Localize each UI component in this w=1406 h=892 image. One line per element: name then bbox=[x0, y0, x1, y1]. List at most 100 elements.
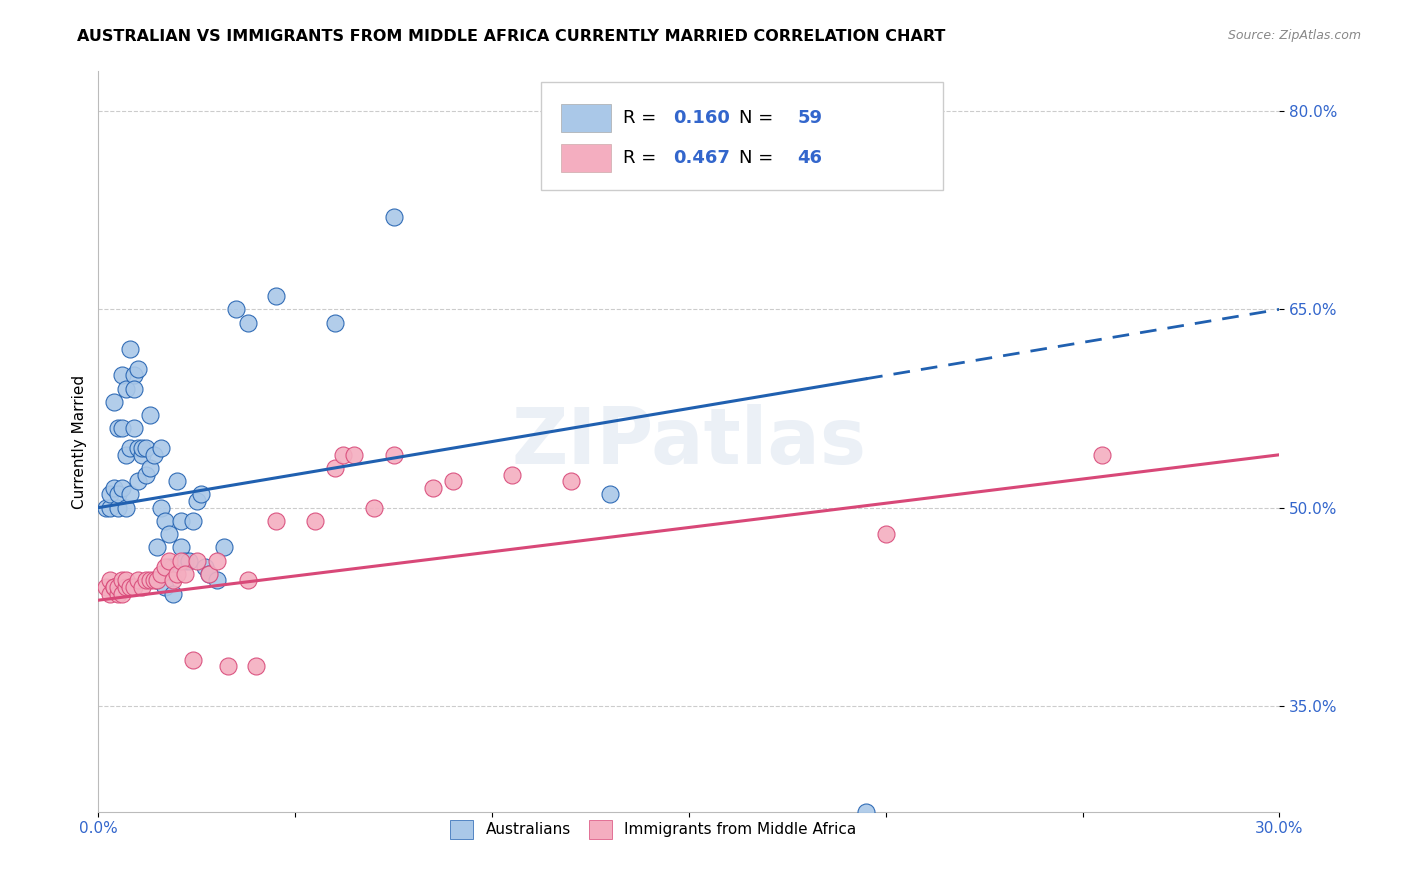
Point bbox=[157, 553, 180, 567]
Point bbox=[174, 553, 197, 567]
Point bbox=[170, 541, 193, 555]
Point bbox=[217, 659, 239, 673]
Point bbox=[111, 481, 134, 495]
Point bbox=[127, 361, 149, 376]
Text: R =: R = bbox=[623, 149, 662, 167]
Point bbox=[146, 574, 169, 588]
Point bbox=[157, 560, 180, 574]
Point bbox=[190, 487, 212, 501]
Point bbox=[122, 368, 145, 383]
FancyBboxPatch shape bbox=[561, 145, 612, 172]
Point bbox=[122, 421, 145, 435]
Point bbox=[155, 514, 177, 528]
Point bbox=[382, 210, 405, 224]
Point bbox=[118, 342, 141, 356]
Point bbox=[186, 494, 208, 508]
Point bbox=[107, 580, 129, 594]
Point bbox=[236, 316, 259, 330]
Point bbox=[135, 574, 157, 588]
Point bbox=[96, 580, 118, 594]
Point bbox=[107, 421, 129, 435]
Point bbox=[162, 560, 184, 574]
Point bbox=[127, 574, 149, 588]
Point bbox=[118, 580, 141, 594]
Point bbox=[194, 560, 217, 574]
Point bbox=[96, 500, 118, 515]
Point bbox=[177, 553, 200, 567]
Point bbox=[264, 289, 287, 303]
Text: N =: N = bbox=[738, 109, 779, 128]
Point bbox=[599, 487, 621, 501]
Point bbox=[115, 382, 138, 396]
Point bbox=[382, 448, 405, 462]
Point bbox=[118, 487, 141, 501]
Point bbox=[181, 514, 204, 528]
Point bbox=[150, 441, 173, 455]
Point bbox=[127, 474, 149, 488]
Point bbox=[98, 586, 121, 600]
Point bbox=[98, 487, 121, 501]
Point bbox=[363, 500, 385, 515]
Point bbox=[115, 500, 138, 515]
Point bbox=[264, 514, 287, 528]
Text: 59: 59 bbox=[797, 109, 823, 128]
Text: 0.160: 0.160 bbox=[673, 109, 731, 128]
Point bbox=[422, 481, 444, 495]
Point bbox=[155, 560, 177, 574]
Point bbox=[166, 474, 188, 488]
Point bbox=[162, 574, 184, 588]
Point bbox=[245, 659, 267, 673]
Point bbox=[107, 586, 129, 600]
Point bbox=[122, 382, 145, 396]
Point bbox=[560, 474, 582, 488]
Point bbox=[111, 421, 134, 435]
Point bbox=[343, 448, 366, 462]
Point bbox=[103, 395, 125, 409]
Point bbox=[197, 566, 219, 581]
Point bbox=[103, 481, 125, 495]
Point bbox=[111, 574, 134, 588]
Point bbox=[332, 448, 354, 462]
Point bbox=[118, 441, 141, 455]
Point bbox=[174, 566, 197, 581]
Point bbox=[138, 574, 160, 588]
Point bbox=[107, 487, 129, 501]
Point bbox=[323, 316, 346, 330]
Text: AUSTRALIAN VS IMMIGRANTS FROM MIDDLE AFRICA CURRENTLY MARRIED CORRELATION CHART: AUSTRALIAN VS IMMIGRANTS FROM MIDDLE AFR… bbox=[77, 29, 946, 44]
Point bbox=[135, 441, 157, 455]
Point bbox=[98, 574, 121, 588]
Point bbox=[131, 441, 153, 455]
FancyBboxPatch shape bbox=[541, 82, 943, 190]
Point bbox=[501, 467, 523, 482]
Point bbox=[115, 580, 138, 594]
Point bbox=[323, 461, 346, 475]
Legend: Australians, Immigrants from Middle Africa: Australians, Immigrants from Middle Afri… bbox=[444, 814, 863, 845]
Point bbox=[103, 580, 125, 594]
Point bbox=[131, 580, 153, 594]
Point bbox=[150, 566, 173, 581]
Point bbox=[155, 580, 177, 594]
Point bbox=[138, 408, 160, 422]
Text: R =: R = bbox=[623, 109, 662, 128]
Text: ZIPatlas: ZIPatlas bbox=[512, 403, 866, 480]
Point bbox=[127, 441, 149, 455]
Point bbox=[146, 541, 169, 555]
Point bbox=[150, 500, 173, 515]
Point bbox=[111, 368, 134, 383]
Point bbox=[166, 566, 188, 581]
Point bbox=[441, 474, 464, 488]
Point bbox=[1091, 448, 1114, 462]
Point bbox=[142, 448, 165, 462]
Point bbox=[225, 302, 247, 317]
Point bbox=[115, 448, 138, 462]
Point bbox=[111, 586, 134, 600]
Text: 46: 46 bbox=[797, 149, 823, 167]
Point bbox=[170, 514, 193, 528]
Point bbox=[875, 527, 897, 541]
Point bbox=[131, 448, 153, 462]
Point bbox=[146, 574, 169, 588]
Point bbox=[138, 461, 160, 475]
Point bbox=[205, 574, 228, 588]
Point bbox=[170, 553, 193, 567]
Point bbox=[115, 574, 138, 588]
